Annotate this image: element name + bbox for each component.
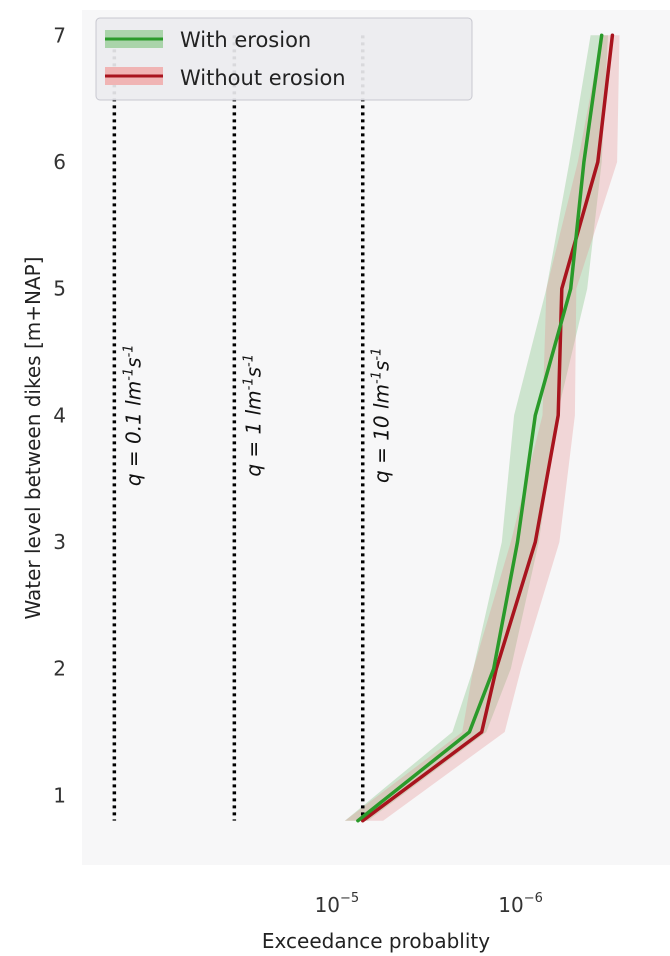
- legend-label-without-erosion: Without erosion: [180, 66, 346, 90]
- line-without-erosion: [360, 33, 615, 823]
- reference-lines: q = 0.1 lm-1s-1 q = 1 lm-1s-1 q = 10 lm-1s…: [112, 35, 394, 821]
- x-tick-label: 10−6: [498, 891, 543, 917]
- y-axis-label: Water level between dikes [m+NAP]: [21, 257, 45, 620]
- reference-label-1: q = 0.1 lm-1s-1: [121, 344, 145, 486]
- series-lines: [356, 33, 615, 823]
- y-tick-label: 5: [53, 277, 66, 301]
- legend-label-with-erosion: With erosion: [180, 28, 311, 52]
- x-tick-labels: 10−5 10−6: [315, 891, 543, 917]
- x-axis-label: Exceedance probablity: [262, 929, 490, 953]
- y-tick-label: 1: [53, 783, 66, 807]
- reference-label-2: q = 1 lm-1s-1: [241, 354, 265, 477]
- legend-box: [95, 17, 473, 101]
- x-tick-label: 10−5: [315, 891, 360, 917]
- y-tick-label: 2: [53, 657, 66, 681]
- y-tick-label: 4: [53, 403, 66, 427]
- y-tick-label: 7: [53, 23, 66, 47]
- y-tick-label: 6: [53, 150, 66, 174]
- y-tick-label: 3: [53, 530, 66, 554]
- y-tick-labels: 1 2 3 4 5 6 7: [53, 23, 66, 807]
- legend: With erosion Without erosion: [95, 17, 473, 101]
- plot-background: [82, 10, 670, 865]
- band-with-erosion: [344, 35, 608, 821]
- line-with-erosion: [356, 33, 604, 823]
- reference-label-3: q = 10 lm-1s-1: [370, 348, 394, 483]
